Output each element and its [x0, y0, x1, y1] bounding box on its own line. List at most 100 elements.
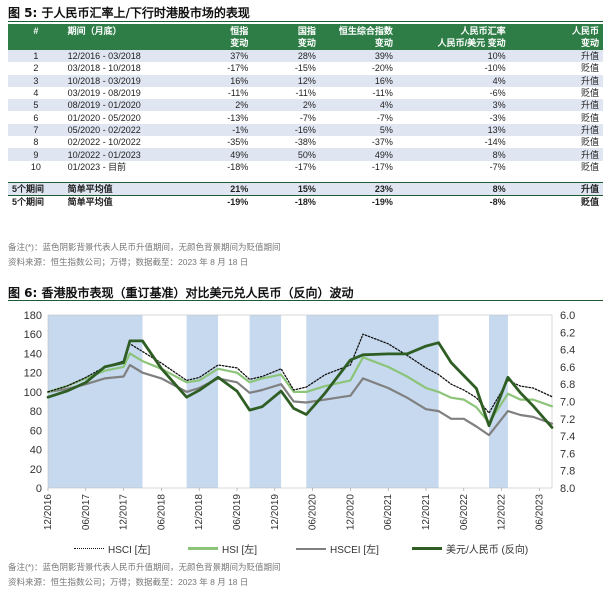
table-cell-hscei: -17% [294, 161, 316, 172]
table-cell-dir: 升值 [509, 99, 603, 112]
x-tick-label: 12/2017 [119, 494, 130, 531]
table-cell-period: 03/2019 - 08/2019 [67, 88, 141, 99]
table-cell-dir: 贬值 [580, 63, 599, 74]
table-cell-hsi: -18% [227, 161, 249, 172]
table-cell-idx: 9 [8, 148, 64, 161]
table-cell-hsi: 2% [184, 99, 253, 112]
table-row: 1 12/2016 - 03/2018 37% 28% 39% 10% 升值 [8, 50, 603, 63]
table-average-row: 5个期间 简单平均值 21% 15% 23% 8% 升值 [8, 181, 603, 196]
table-cell-hsi: -17% [227, 63, 249, 74]
table-cell-comp: -7% [376, 112, 393, 123]
table-avg-cell-hsi: 21% [184, 181, 253, 196]
plot-frame [47, 314, 553, 489]
table-row: 10 01/2023 - 目前 -18% -17% -17% -7% 贬值 [8, 161, 603, 173]
shaded-period [249, 315, 282, 488]
table-row: 8 02/2022 - 10/2022 -35% -38% -37% -14% 贬值 [8, 136, 603, 148]
figure5-note: 备注(*)：蓝色阴影背景代表人民币升值期间，无颜色背景期间为贬值期间 [8, 242, 281, 252]
x-tick-label: 12/2022 [497, 494, 508, 531]
table-cell-rmb: 3% [396, 99, 510, 112]
shaded-period [186, 315, 219, 488]
y-right-tick-label: 7.2 [560, 414, 575, 426]
table-cell-dir: 贬值 [580, 137, 599, 148]
table-cell-period: 01/2023 - 目前 [67, 161, 127, 172]
figure5-title: 图 5: 于人民币汇率上/下行时港股市场的表现 [8, 6, 250, 20]
table-cell-hscei: -7% [299, 112, 316, 123]
table-cell-dir: 升值 [509, 148, 603, 161]
table-cell-comp: -11% [372, 88, 393, 99]
shaded-period [48, 315, 143, 488]
y-right-tick-label: 7.8 [560, 466, 575, 478]
y-left-tick-label: 140 [24, 348, 42, 360]
y-left-tick-label: 120 [24, 368, 42, 380]
table-avg-cell-idx: 5个期间 [8, 181, 64, 196]
y-left-tick-label: 0 [36, 483, 42, 495]
table-cell-dir: 贬值 [580, 88, 599, 99]
table-row: 6 01/2020 - 05/2020 -13% -7% -7% -3% 贬值 [8, 111, 603, 123]
table-avg-cell-period: 简单平均值 [63, 181, 185, 196]
table-cell-comp: -17% [371, 161, 393, 172]
y-right-tick-label: 6.8 [560, 379, 575, 391]
figure6-rule [8, 300, 603, 301]
table-row: 5 08/2019 - 01/2020 2% 2% 4% 3% 升值 [8, 99, 603, 112]
figure5-rule [8, 21, 603, 22]
table-cell-comp: 39% [319, 50, 397, 63]
table-cell-idx: 5 [8, 99, 64, 112]
col-composite: 恒生综合指数 变动 [319, 24, 397, 50]
table-cell-hsi: -35% [227, 137, 249, 148]
legend-hsi: HSI [左] [188, 541, 257, 556]
table-cell-rmb: -3% [489, 112, 506, 123]
table-cell-hscei: 12% [252, 74, 320, 87]
y-right-tick-label: 6.0 [560, 310, 575, 322]
col-index: # [8, 24, 64, 50]
series-line-3 [46, 339, 554, 429]
table-cell-hscei: -38% [294, 137, 316, 148]
table-cell-period: 05/2020 - 02/2022 [63, 123, 185, 137]
table-avg-cell-dir: 升值 [509, 181, 603, 196]
y-left-tick-label: 60 [30, 425, 42, 437]
x-tick-label: 06/2022 [459, 494, 470, 531]
table-cell-hsi: 49% [184, 148, 253, 161]
table-average-row: 5个期间 简单平均值 -19% -18% -19% -8% 贬值 [8, 195, 603, 209]
col-hsi: 恒指 变动 [184, 24, 253, 50]
table-row: 9 10/2022 - 01/2023 49% 50% 49% 8% 升值 [8, 148, 603, 161]
table-cell-period: 10/2018 - 03/2019 [63, 74, 185, 87]
table-avg-cell-period: 简单平均值 [63, 195, 185, 209]
y-right-tick-label: 6.2 [560, 327, 575, 339]
table-cell-hsi: 16% [184, 74, 253, 87]
table-cell-dir: 贬值 [580, 112, 599, 123]
table-body: 1 12/2016 - 03/2018 37% 28% 39% 10% 升值 2 03/2018… [8, 50, 603, 209]
table-cell-comp: 16% [319, 74, 397, 87]
col-direction: 人民币 变动 [509, 24, 603, 50]
legend-swatch-hsci [74, 548, 104, 549]
x-tick-label: 12/2021 [421, 494, 432, 531]
table-avg-cell-rmb: -8% [396, 195, 510, 209]
figure6-title: 图 6: 香港股市表现（重订基准）对比美元兑人民币（反向）波动 [8, 286, 354, 300]
table-cell-period: 01/2020 - 05/2020 [67, 112, 141, 123]
y-right-tick-label: 7.4 [560, 431, 575, 443]
table-avg-cell-hsi: -19% [184, 195, 253, 209]
legend-hsci: HSCI [左] [74, 541, 150, 556]
table-cell-rmb: 13% [396, 123, 510, 137]
y-right-tick-label: 7.6 [560, 448, 575, 460]
col-hscei: 国指 变动 [252, 24, 320, 50]
legend-usdcny: 美元/人民币 (反向) [412, 541, 528, 556]
table-cell-hscei: 2% [252, 99, 320, 112]
legend-label-usdcny: 美元/人民币 (反向) [446, 545, 529, 556]
table-cell-rmb: 4% [396, 74, 510, 87]
table-cell-idx: 10 [30, 161, 41, 172]
table-row: 7 05/2020 - 02/2022 -1% -16% 5% 13% 升值 [8, 123, 603, 137]
x-tick-label: 06/2023 [534, 494, 545, 531]
table-cell-period: 02/2022 - 10/2022 [67, 137, 141, 148]
table-cell-comp: 4% [319, 99, 397, 112]
table-cell-rmb: -6% [489, 88, 506, 99]
y-left-tick-label: 80 [30, 406, 42, 418]
table-cell-comp: -37% [371, 137, 393, 148]
table-cell-rmb: -14% [484, 137, 506, 148]
table-cell-hsi: -13% [227, 112, 249, 123]
legend-swatch-hscei [296, 547, 326, 550]
table-cell-idx: 7 [8, 123, 64, 137]
table-cell-idx: 3 [8, 74, 64, 87]
table-cell-period: 12/2016 - 03/2018 [63, 50, 185, 63]
shaded-period [306, 315, 439, 488]
legend-label-hsci: HSCI [左] [108, 545, 151, 556]
